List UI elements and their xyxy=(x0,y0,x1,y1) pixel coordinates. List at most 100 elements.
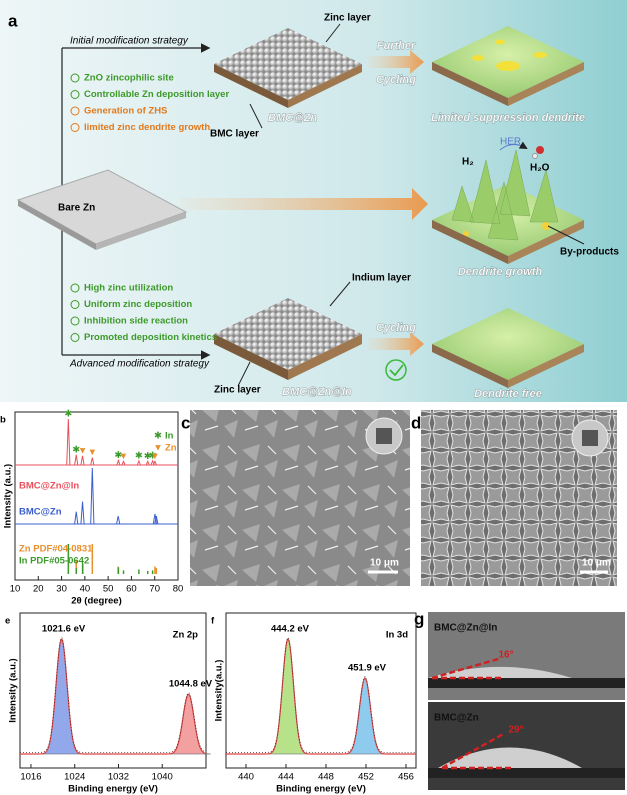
plate-side xyxy=(18,200,96,250)
peak xyxy=(121,460,126,466)
leader xyxy=(237,361,251,387)
bullet-text: Inhibition side reaction xyxy=(84,316,188,327)
byproduct xyxy=(542,222,550,230)
bullet-icon xyxy=(70,316,80,326)
fit-peak xyxy=(265,638,311,755)
x-axis-label: Binding energy (eV) xyxy=(276,784,366,795)
x-tick-label: 50 xyxy=(103,584,114,595)
x-tick-label: 440 xyxy=(238,772,254,783)
sample-name: BMC@Zn xyxy=(434,713,479,724)
arrow xyxy=(180,188,428,220)
bullet-icon xyxy=(70,123,80,132)
arrow-label: Cycling xyxy=(376,74,416,86)
panel-label: a xyxy=(8,11,18,30)
molecule xyxy=(532,153,538,159)
peak xyxy=(90,457,95,466)
plot-frame xyxy=(225,612,417,769)
bullet-icon xyxy=(70,106,80,116)
phase-marker: ▼ xyxy=(88,447,97,458)
her-label: HER xyxy=(500,137,521,148)
layer-label: Zinc layer xyxy=(214,385,261,396)
dendrite xyxy=(451,149,559,241)
sample-label: BMC@Zn xyxy=(268,112,317,124)
x-tick-label: 80 xyxy=(173,584,184,595)
bullet-text: ZnO zincophilic site xyxy=(84,73,174,84)
layer-label: BMC layer xyxy=(210,129,259,140)
leader xyxy=(325,23,341,43)
plate-side xyxy=(432,62,508,106)
x-tick-label: 70 xyxy=(149,584,160,595)
peak xyxy=(90,467,95,525)
peak-label: 444.2 eV xyxy=(271,624,310,635)
charts: b 10 20 30 40 50 60 70 80 2θ (degree) Intensity (a… xyxy=(0,409,417,795)
phase-marker: ✱ xyxy=(114,450,122,461)
peak xyxy=(154,516,159,525)
peak-label: 451.9 eV xyxy=(348,663,387,674)
phase-marker: ✱ xyxy=(72,444,80,455)
fit-peak xyxy=(166,693,211,755)
x-tick-label: 448 xyxy=(318,772,334,783)
envelope xyxy=(20,638,207,755)
plot-frame xyxy=(14,411,179,581)
bullet-text: Controllable Zn deposition layer xyxy=(84,89,229,100)
x-tick-label: 40 xyxy=(80,584,91,595)
phase-marker: ✱ xyxy=(64,409,72,420)
droplet xyxy=(428,666,572,678)
strategy-label: Initial modification strategy xyxy=(70,36,189,47)
arrow-label: Cycling xyxy=(376,322,416,334)
check-icon xyxy=(389,364,404,377)
peak xyxy=(66,418,71,466)
series-label: BMC@Zn@In xyxy=(19,481,79,492)
panel-label: c xyxy=(181,413,190,432)
phase-marker: ▼ xyxy=(150,451,159,462)
x-tick-label: 1032 xyxy=(108,772,129,783)
deposit xyxy=(496,61,520,71)
sample-label: BMC@Zn@In xyxy=(282,386,352,398)
h2o-label: H₂O xyxy=(530,163,550,174)
bullet-icon xyxy=(70,333,80,342)
her-arrow xyxy=(499,141,528,151)
plate-side xyxy=(432,344,508,388)
x-tick-label: 30 xyxy=(56,584,67,595)
spectrum-name: Zn 2p xyxy=(173,630,199,641)
panel-label: g xyxy=(414,609,424,628)
panel-label: f xyxy=(211,616,215,627)
x-tick-label: 1040 xyxy=(152,772,173,783)
x-tick-label: 60 xyxy=(126,584,137,595)
peak xyxy=(116,458,121,466)
x-tick-label: 20 xyxy=(33,584,44,595)
peak xyxy=(152,460,158,466)
check-icon xyxy=(385,359,407,381)
plate-side xyxy=(508,220,584,264)
plate-side xyxy=(432,220,508,264)
plate-side xyxy=(214,64,288,108)
phase-marker: ✱ xyxy=(149,450,157,461)
y-axis-label: Intensity (a.u.) xyxy=(3,464,14,528)
molecule xyxy=(536,146,544,154)
droplet xyxy=(438,747,582,768)
legend-label: Zn xyxy=(165,443,177,454)
x-tick-label: 444 xyxy=(278,772,294,783)
raw-data xyxy=(20,637,207,753)
peak xyxy=(74,511,79,525)
angle-line xyxy=(441,733,504,770)
layer-label: Zinc layer xyxy=(324,13,371,24)
bullet-list: ZnO zincophilic site Controllable Zn depo… xyxy=(70,73,229,343)
x-axis-label: Binding energy (eV) xyxy=(68,784,158,795)
x-tick-label: 456 xyxy=(398,772,414,783)
inset-photo xyxy=(376,428,392,444)
plate-side xyxy=(508,62,584,106)
x-tick-label: 10 xyxy=(10,584,21,595)
peak xyxy=(152,513,158,525)
substrate xyxy=(428,678,625,688)
bullet-text: Uniform zinc deposition xyxy=(84,299,192,310)
series-label: In PDF#05-0642 xyxy=(19,556,89,567)
plate-side xyxy=(508,344,584,388)
series-label: BMC@Zn xyxy=(19,507,62,518)
deposit xyxy=(533,52,547,58)
state-label: Dendrite growth xyxy=(458,266,543,278)
state-label: Limited suppression dendrite xyxy=(431,112,585,124)
peak xyxy=(74,454,79,466)
legend-symbol: ✱ xyxy=(154,431,162,442)
